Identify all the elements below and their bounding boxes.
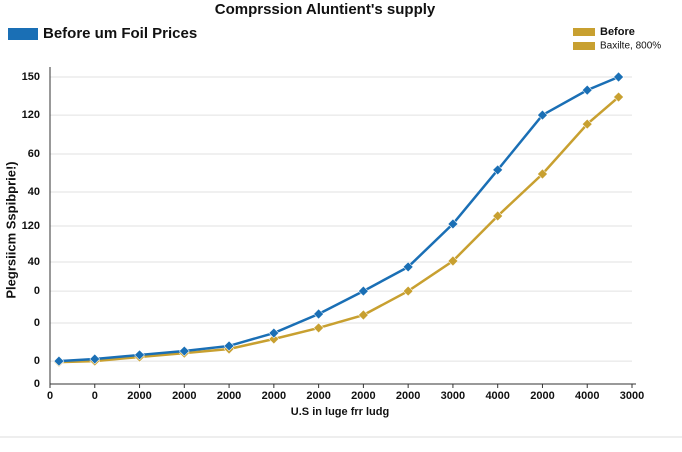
marker [134, 349, 145, 361]
legend-label: Baxilte, 800% [600, 41, 661, 52]
legend-label: Before um Foil Prices [43, 25, 197, 42]
y-tick-label: 60 [28, 148, 40, 160]
y-tick-label: 120 [22, 109, 40, 121]
y-tick-label: 0 [34, 285, 40, 297]
x-tick-label: 3000 [441, 390, 465, 402]
marker [537, 168, 548, 180]
marker [53, 355, 65, 367]
y-tick-label: 120 [22, 220, 40, 232]
y-tick-label: 0 [34, 355, 40, 367]
marker [447, 255, 459, 267]
marker [492, 210, 503, 222]
y-tick-label: 0 [34, 378, 40, 390]
marker [89, 353, 101, 365]
marker [223, 340, 235, 352]
x-tick-label: 2000 [217, 390, 241, 402]
marker [613, 71, 624, 83]
chart-title: Comprssion Aluntient's supply [215, 1, 436, 18]
x-tick-label: 2000 [306, 390, 330, 402]
y-axis-label: Plegrsiicm Sspibprie!) [3, 161, 18, 298]
x-tick-label: 4000 [575, 390, 599, 402]
marker [268, 327, 280, 339]
x-tick-label: 2000 [127, 390, 151, 402]
series-line [58, 96, 620, 364]
marker [402, 285, 414, 297]
x-tick-label: 2000 [351, 390, 375, 402]
marker [581, 118, 593, 130]
y-tick-label: 150 [22, 71, 40, 83]
legend-swatch [8, 28, 38, 40]
marker [358, 285, 369, 297]
y-tick-label: 0 [34, 317, 40, 329]
y-tick-label: 40 [28, 256, 40, 268]
x-tick-label: 0 [92, 390, 98, 402]
marker [613, 91, 624, 103]
x-tick-label: 3000 [620, 390, 644, 402]
x-tick-label: 2000 [172, 390, 196, 402]
legend-label: Before [600, 26, 635, 38]
x-tick-label: 4000 [485, 390, 509, 402]
marker [537, 109, 548, 121]
legend-swatch [573, 28, 595, 36]
legend-swatch [573, 42, 595, 50]
series-line [58, 75, 620, 363]
x-tick-label: 2000 [530, 390, 554, 402]
marker [313, 308, 324, 320]
marker [492, 164, 503, 176]
marker [402, 261, 414, 273]
x-axis-label: U.S in luge frr ludg [291, 406, 389, 418]
marker [447, 218, 459, 230]
marker [313, 322, 324, 334]
y-tick-label: 40 [28, 186, 40, 198]
marker [179, 345, 190, 357]
x-tick-label: 0 [47, 390, 53, 402]
x-tick-label: 2000 [262, 390, 286, 402]
marker [581, 84, 593, 96]
marker [358, 309, 369, 321]
marker [268, 333, 280, 345]
x-tick-label: 2000 [396, 390, 420, 402]
